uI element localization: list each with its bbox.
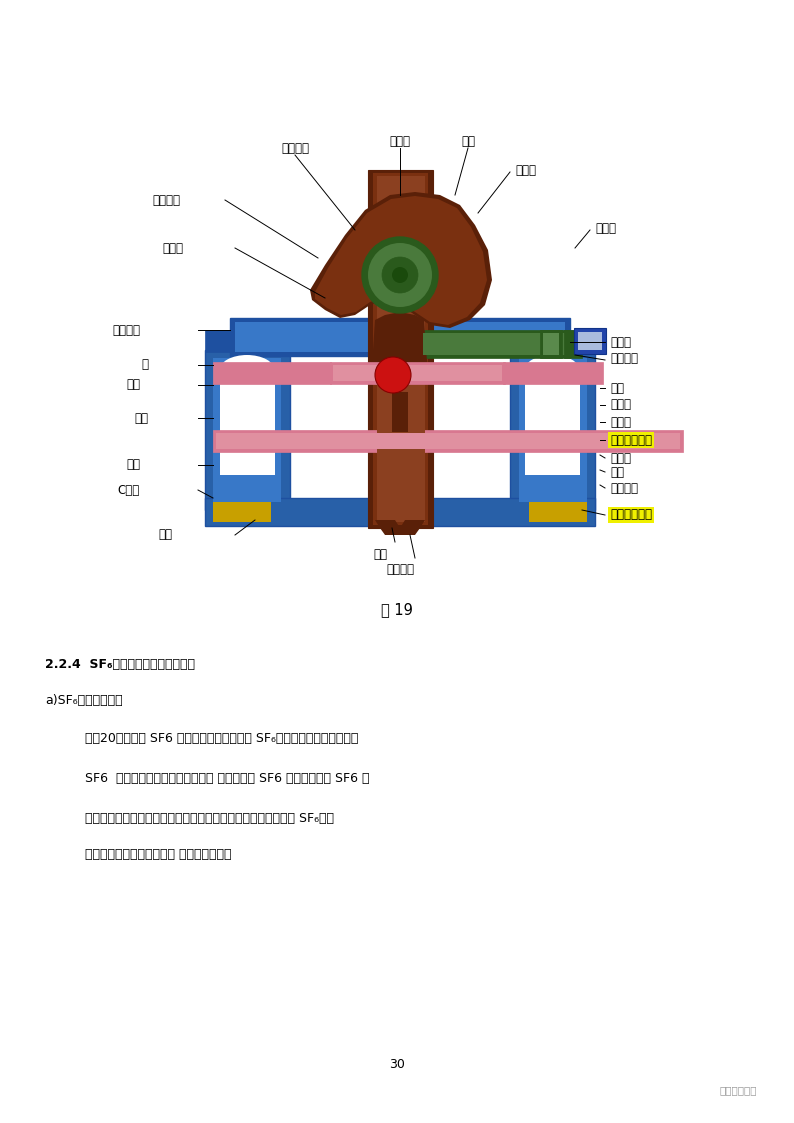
- Text: C形环: C形环: [118, 484, 140, 496]
- Circle shape: [375, 357, 411, 393]
- Bar: [564, 330, 582, 358]
- Polygon shape: [315, 197, 487, 325]
- Bar: [213, 430, 683, 451]
- Bar: [423, 334, 567, 355]
- Bar: [213, 362, 331, 384]
- Text: 垫片: 垫片: [126, 458, 140, 472]
- Bar: [373, 173, 428, 524]
- Circle shape: [362, 237, 438, 313]
- Bar: [543, 334, 559, 355]
- Text: 控制阀框: 控制阀框: [112, 323, 140, 337]
- Text: 图 19: 图 19: [381, 603, 413, 618]
- Text: 操动拉杆: 操动拉杆: [152, 193, 180, 207]
- Bar: [213, 502, 271, 522]
- Text: 尼龙螺母: 尼龙螺母: [386, 563, 414, 576]
- Text: 别针: 别针: [126, 378, 140, 392]
- Bar: [574, 328, 606, 354]
- Text: 挡别针: 挡别针: [515, 164, 536, 176]
- Bar: [503, 362, 603, 384]
- Text: 圆柱型阀: 圆柱型阀: [610, 482, 638, 494]
- Bar: [235, 322, 565, 351]
- Bar: [529, 502, 587, 522]
- Bar: [525, 369, 580, 475]
- Text: 体压力表，带有保护盖的充气阀门检验口，截止阀。温度补偿式 SF₆密度: 体压力表，带有保护盖的充气阀门检验口，截止阀。温度补偿式 SF₆密度: [85, 812, 334, 824]
- Bar: [220, 369, 275, 475]
- Text: 闭锁装置: 闭锁装置: [281, 141, 309, 155]
- Text: 触发器: 触发器: [610, 336, 631, 348]
- Circle shape: [368, 243, 432, 307]
- Text: 排气阀: 排气阀: [610, 416, 631, 429]
- Bar: [213, 358, 281, 502]
- Text: 30: 30: [389, 1059, 405, 1071]
- Text: 弹簧: 弹簧: [610, 466, 624, 478]
- Bar: [333, 365, 502, 381]
- Text: 垫片: 垫片: [158, 529, 172, 541]
- Bar: [205, 350, 290, 510]
- Text: 螺母: 螺母: [373, 548, 387, 562]
- Text: 控制阀: 控制阀: [610, 451, 631, 465]
- Text: 2.2.4  SF₆气体和压缩空气监控系统: 2.2.4 SF₆气体和压缩空气监控系统: [45, 658, 195, 672]
- Bar: [392, 392, 408, 432]
- Bar: [205, 330, 233, 351]
- Ellipse shape: [219, 355, 275, 385]
- Text: 连结部: 连结部: [162, 241, 183, 255]
- Bar: [368, 170, 433, 528]
- Bar: [377, 176, 425, 522]
- Polygon shape: [371, 312, 428, 380]
- Text: 环: 环: [141, 358, 148, 372]
- Text: 闭锁装置: 闭锁装置: [610, 351, 638, 365]
- Text: 电力专家联盟: 电力专家联盟: [720, 1085, 757, 1095]
- Circle shape: [392, 267, 408, 283]
- Bar: [519, 358, 587, 502]
- Circle shape: [382, 257, 418, 293]
- Bar: [578, 332, 602, 350]
- Bar: [540, 330, 562, 358]
- Bar: [330, 362, 505, 384]
- Text: 图（20）表示了 SF6 气体监控系统。各相的 SF₆气体监控系统是独立的。: 图（20）表示了 SF6 气体监控系统。各相的 SF₆气体监控系统是独立的。: [85, 731, 358, 745]
- Bar: [205, 497, 595, 526]
- Bar: [510, 350, 595, 510]
- Text: 弹簧: 弹簧: [134, 411, 148, 424]
- Bar: [216, 433, 680, 449]
- Text: 控制器有两种监控功能：（ 见控制原理图）: 控制器有两种监控功能：（ 见控制原理图）: [85, 849, 232, 861]
- Text: a)SF₆气体监控系统: a)SF₆气体监控系统: [45, 694, 122, 706]
- Text: 凸轮杆: 凸轮杆: [390, 135, 410, 148]
- Text: 阀门用密封垫: 阀门用密封垫: [610, 509, 652, 521]
- Text: 锁别针: 锁别针: [595, 221, 616, 235]
- Text: 弹簧: 弹簧: [461, 135, 475, 148]
- Polygon shape: [375, 520, 425, 535]
- Text: SF6  气体监控系统包括以下部分： 温度补偿式 SF6 密度控制器， SF6 气: SF6 气体监控系统包括以下部分： 温度补偿式 SF6 密度控制器， SF6 气: [85, 772, 369, 785]
- Bar: [230, 318, 570, 356]
- Polygon shape: [310, 192, 492, 328]
- Bar: [420, 330, 570, 358]
- Ellipse shape: [525, 355, 580, 385]
- Bar: [567, 330, 595, 351]
- Text: 挡别针: 挡别针: [610, 399, 631, 411]
- Text: 弹簧: 弹簧: [610, 382, 624, 394]
- Text: 阀门用密封件: 阀门用密封件: [610, 433, 652, 447]
